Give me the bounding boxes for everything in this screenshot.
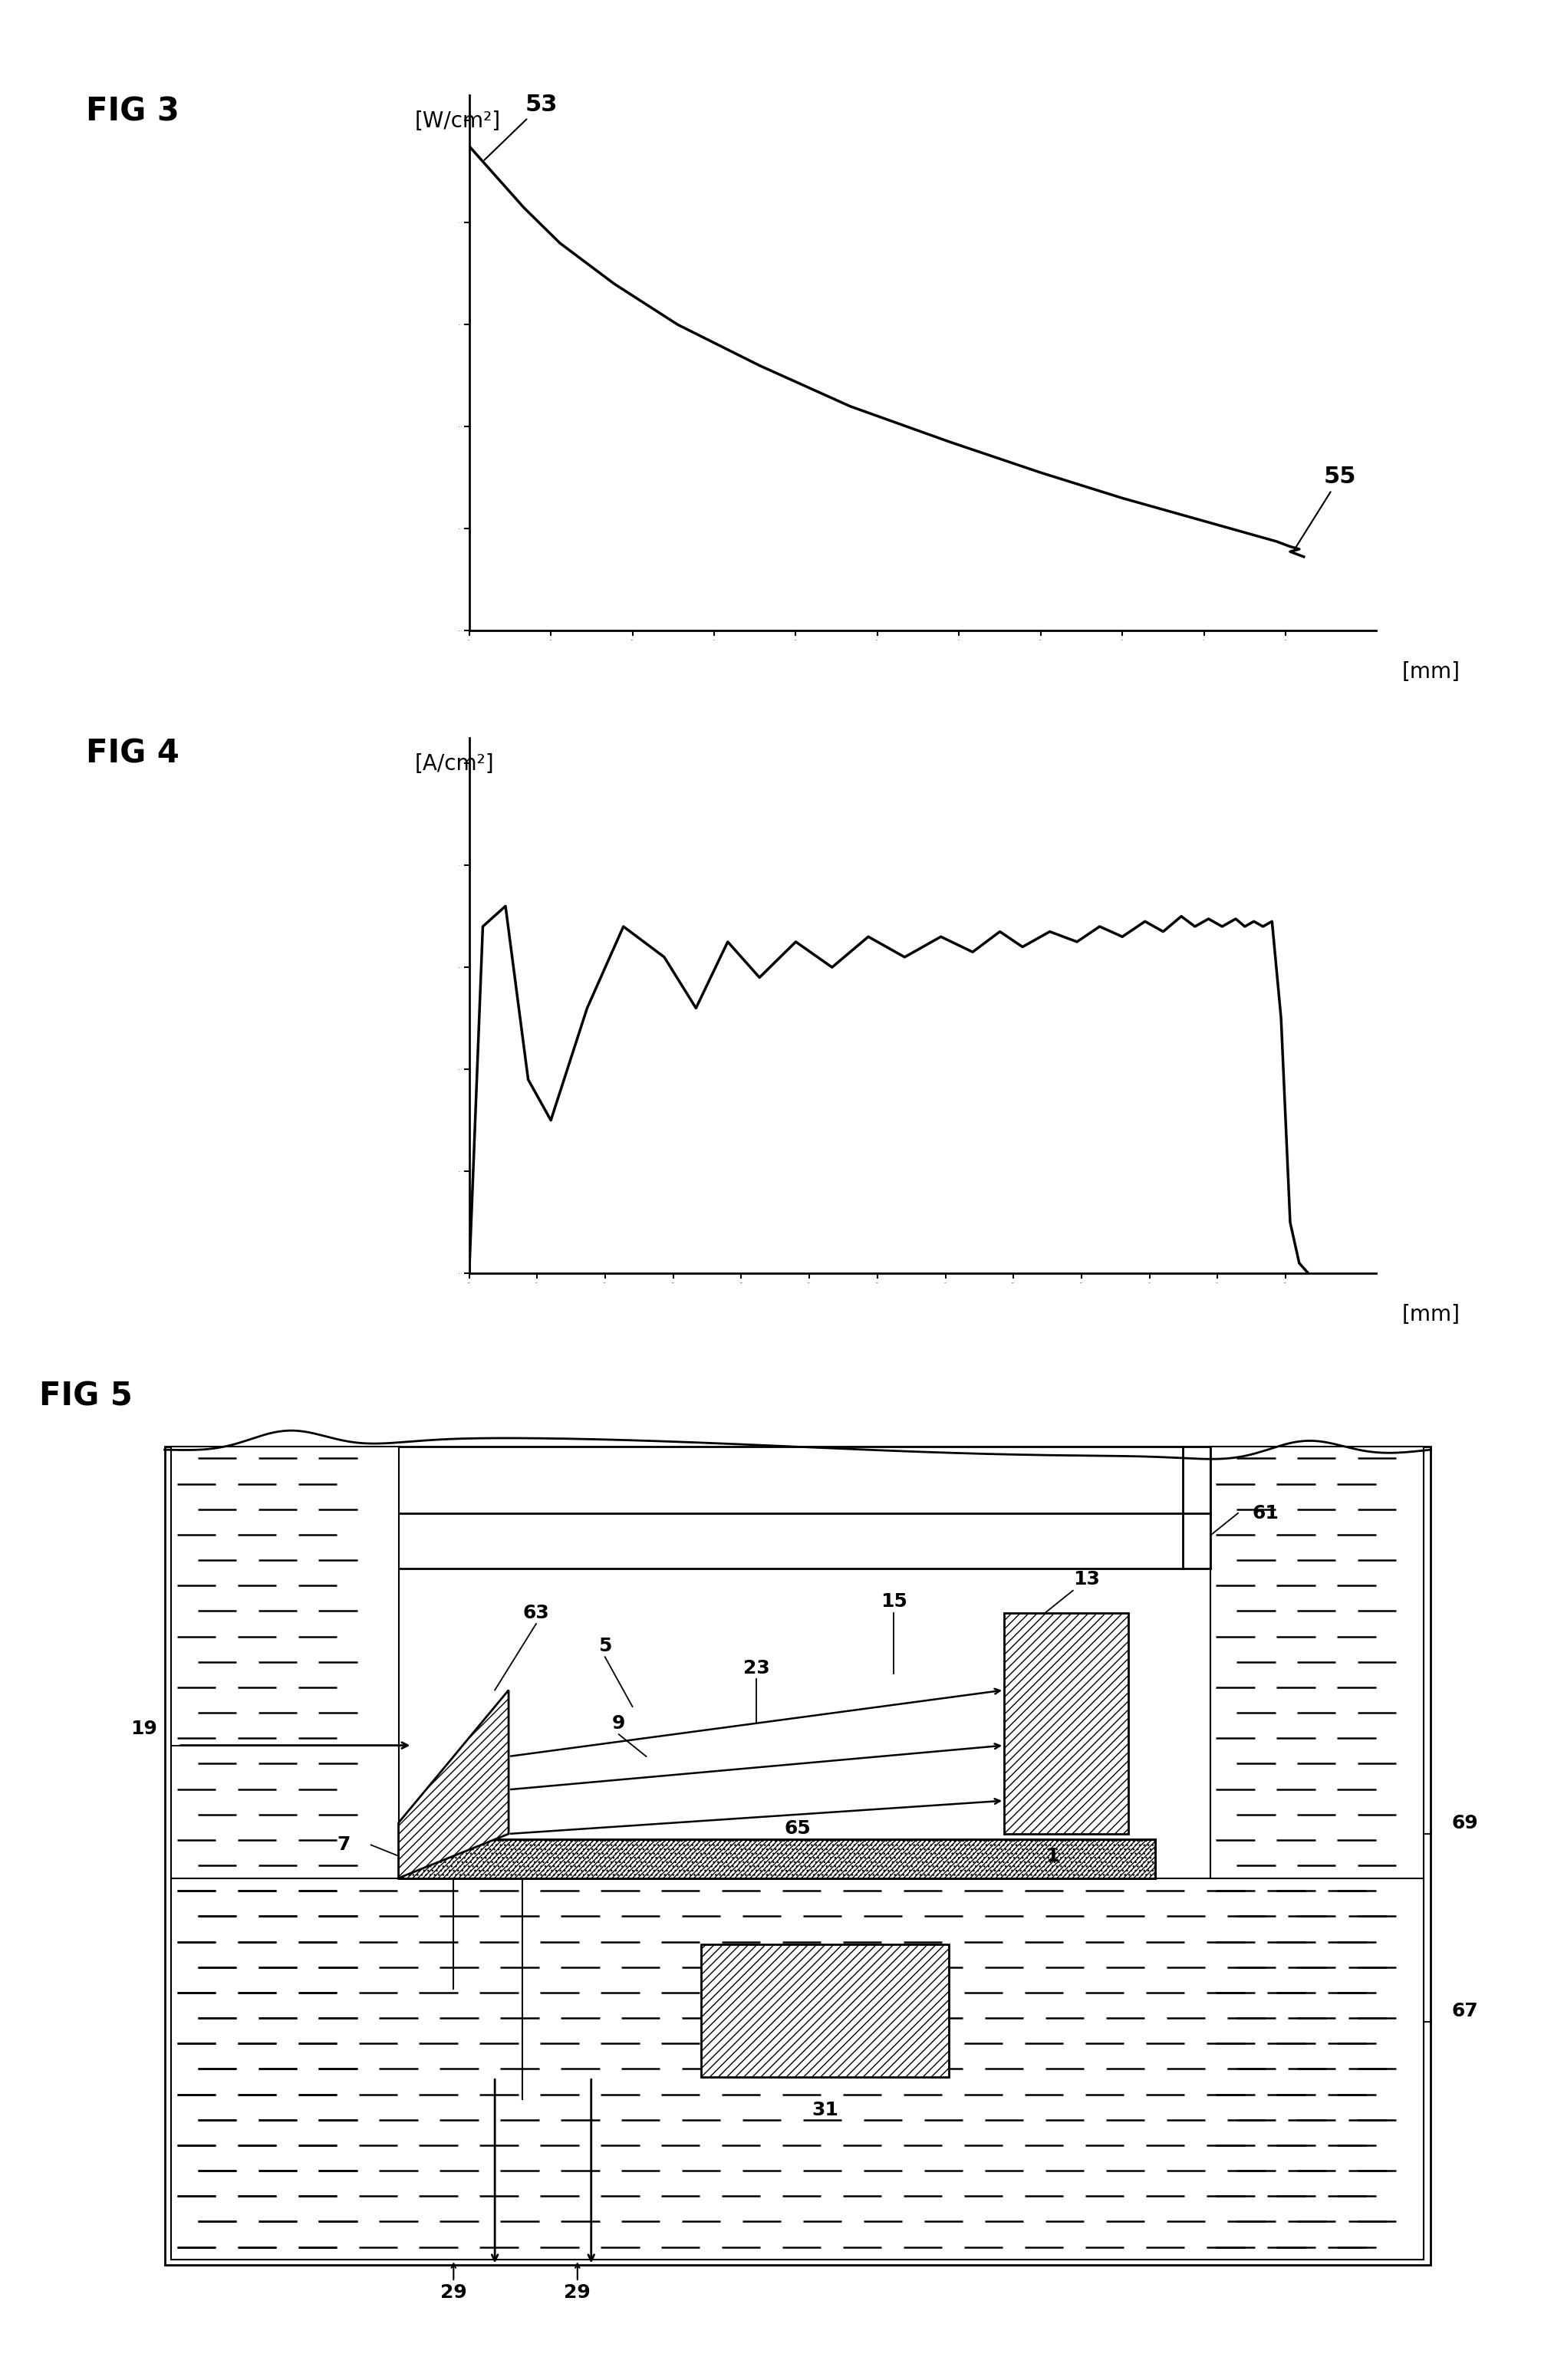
Text: FIG 4: FIG 4 xyxy=(86,738,180,771)
Bar xyxy=(1004,1614,1128,1835)
Text: [A/cm²]: [A/cm²] xyxy=(414,752,494,774)
Text: FIG 3: FIG 3 xyxy=(86,95,180,129)
Text: 7: 7 xyxy=(336,1835,350,1854)
Text: 69: 69 xyxy=(1451,1814,1478,1833)
Text: 29: 29 xyxy=(439,2285,468,2301)
Text: 15: 15 xyxy=(881,1592,907,1611)
Text: 63: 63 xyxy=(522,1604,549,1621)
Text: FIG 5: FIG 5 xyxy=(39,1380,133,1414)
Text: 55: 55 xyxy=(1297,466,1356,547)
Text: [mm]: [mm] xyxy=(1401,662,1459,683)
Text: 61: 61 xyxy=(1253,1504,1279,1523)
Text: 19: 19 xyxy=(130,1721,156,1737)
Text: 1: 1 xyxy=(1046,1847,1059,1866)
Polygon shape xyxy=(399,1690,508,1878)
Text: 5: 5 xyxy=(599,1637,612,1654)
Text: 29: 29 xyxy=(565,2285,591,2301)
Text: 31: 31 xyxy=(812,2102,838,2121)
Text: 9: 9 xyxy=(612,1714,626,1733)
Bar xyxy=(701,1944,949,2078)
Text: [mm]: [mm] xyxy=(1401,1304,1459,1326)
Bar xyxy=(172,1447,399,2259)
Bar xyxy=(1211,1447,1423,2259)
Text: 53: 53 xyxy=(485,93,558,159)
Text: 23: 23 xyxy=(743,1659,769,1678)
Text: 65: 65 xyxy=(784,1818,812,1837)
Text: 13: 13 xyxy=(1073,1571,1099,1590)
Bar xyxy=(172,1878,1423,2259)
Bar xyxy=(164,1447,1431,2266)
Bar xyxy=(399,1840,1156,1878)
Text: [W/cm²]: [W/cm²] xyxy=(414,109,500,131)
Text: 67: 67 xyxy=(1451,2002,1478,2021)
Bar xyxy=(399,1840,1156,1878)
